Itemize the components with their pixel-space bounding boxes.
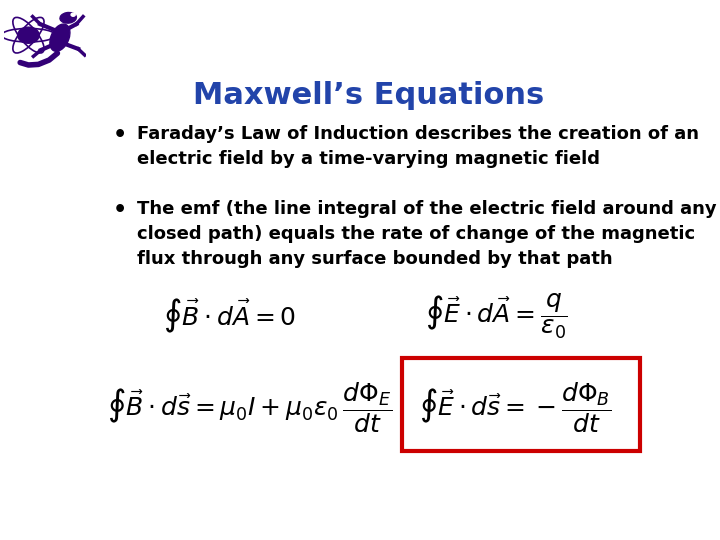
Text: Faraday’s Law of Induction describes the creation of an
electric field by a time: Faraday’s Law of Induction describes the… — [138, 125, 699, 168]
Text: Maxwell’s Equations: Maxwell’s Equations — [194, 82, 544, 111]
Text: •: • — [112, 125, 127, 145]
Ellipse shape — [50, 24, 70, 51]
Ellipse shape — [60, 12, 76, 23]
Text: $\oint \vec{E} \cdot d\vec{A} = \dfrac{q}{\varepsilon_0}$: $\oint \vec{E} \cdot d\vec{A} = \dfrac{q… — [425, 292, 567, 341]
Text: •: • — [112, 200, 127, 220]
Text: $\oint \vec{B} \cdot d\vec{s} = \mu_0 I + \mu_0\varepsilon_0\,\dfrac{d\Phi_E}{dt: $\oint \vec{B} \cdot d\vec{s} = \mu_0 I … — [107, 381, 392, 435]
Circle shape — [71, 13, 75, 16]
Text: $\oint \vec{E} \cdot d\vec{s} = -\dfrac{d\Phi_B}{dt}$: $\oint \vec{E} \cdot d\vec{s} = -\dfrac{… — [419, 381, 612, 435]
Circle shape — [18, 27, 39, 43]
Text: $\oint \vec{B} \cdot d\vec{A} = 0$: $\oint \vec{B} \cdot d\vec{A} = 0$ — [163, 298, 296, 335]
Text: The emf (the line integral of the electric field around any
closed path) equals : The emf (the line integral of the electr… — [138, 200, 717, 268]
